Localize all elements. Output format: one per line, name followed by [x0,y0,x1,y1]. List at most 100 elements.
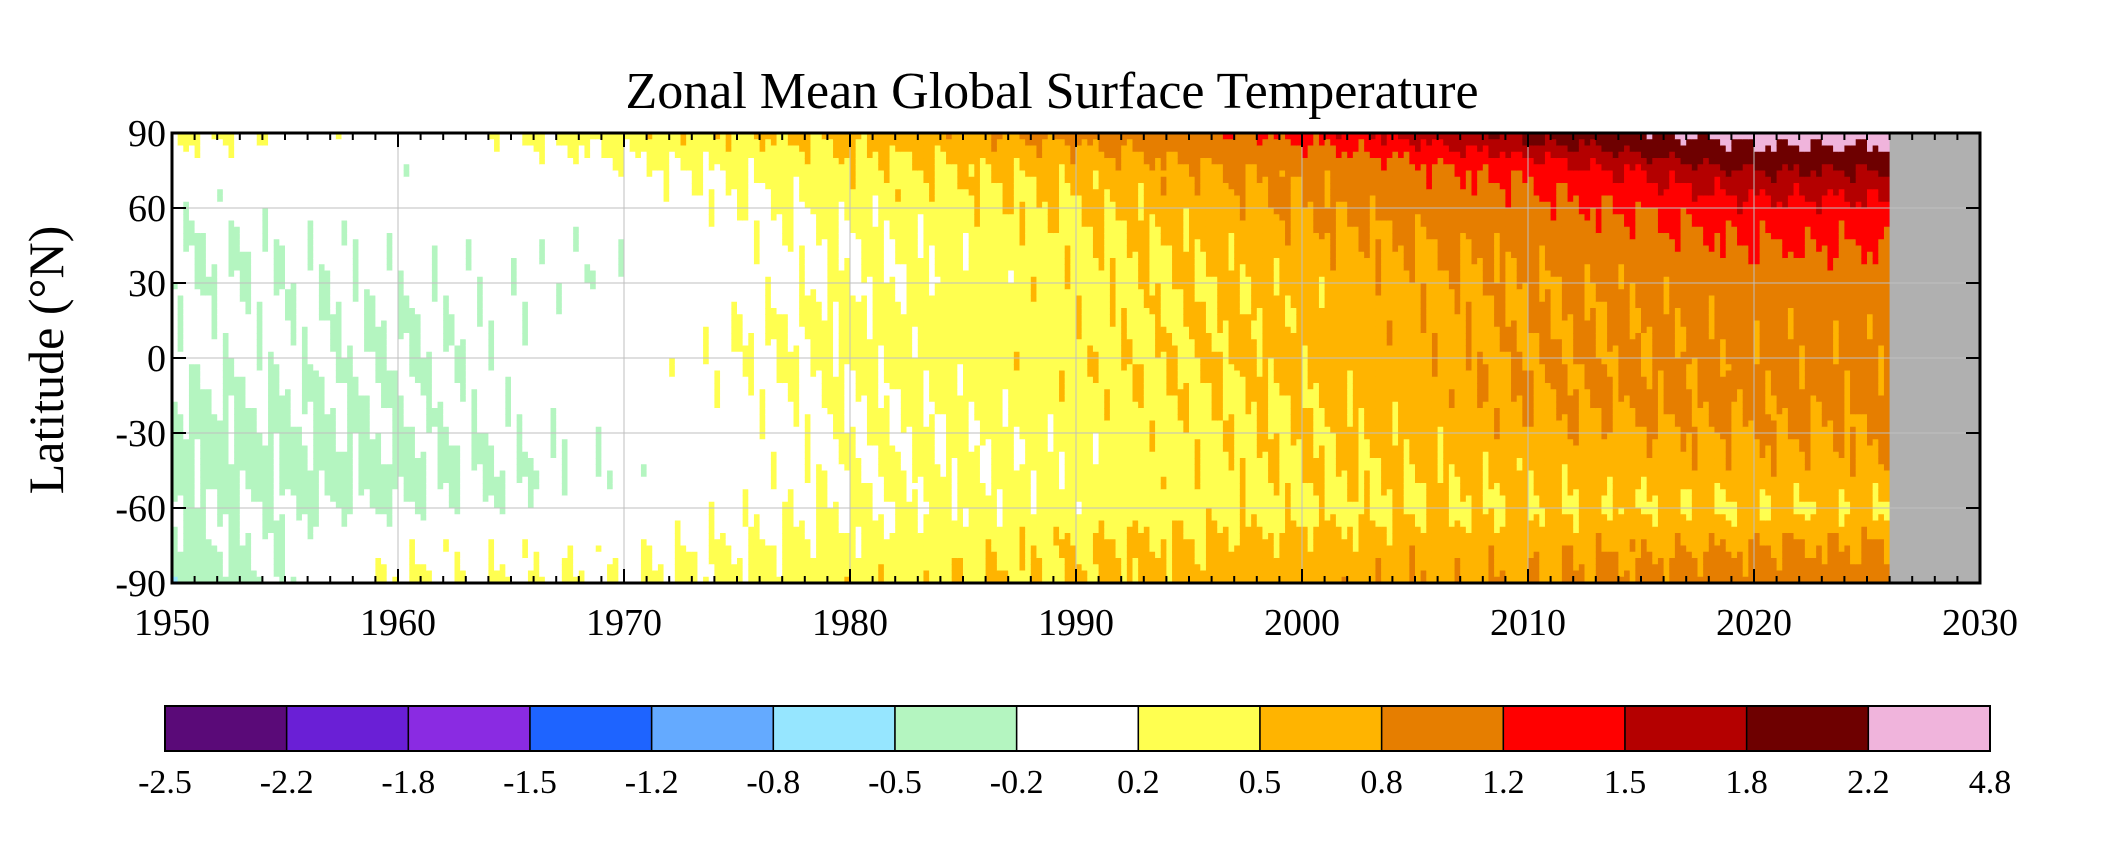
heatmap-cell [398,346,404,353]
heatmap-cell [421,533,427,540]
heatmap-cell [313,371,319,378]
heatmap-cell [178,246,184,253]
heatmap-cell [302,308,308,315]
heatmap-cell [551,402,557,409]
heatmap-cell [562,152,568,159]
heatmap-cell [347,252,353,259]
heatmap-cell [257,239,263,246]
heatmap-cell [415,483,421,490]
heatmap-cell [268,433,274,440]
heatmap-cell [488,208,494,215]
heatmap-cell [409,158,415,165]
heatmap-cell [551,327,557,334]
heatmap-cell [353,239,359,246]
heatmap-cell [370,258,376,265]
heatmap-cell [375,564,381,571]
heatmap-cell [511,402,517,409]
heatmap-cell [291,496,297,503]
heatmap-cell [387,471,393,478]
heatmap-cell [212,296,218,303]
heatmap-cell [206,189,212,196]
heatmap-cell [313,539,319,546]
heatmap-cell [426,458,432,465]
heatmap-cell [279,214,285,221]
heatmap-cell [505,333,511,340]
heatmap-cell [551,314,557,321]
heatmap-cell [229,321,235,328]
heatmap-cell [556,496,562,503]
heatmap-cell [483,433,489,440]
heatmap-cell [488,258,494,265]
heatmap-cell [217,308,223,315]
heatmap-cell [500,489,506,496]
heatmap-cell [539,533,545,540]
heatmap-cell [257,264,263,271]
heatmap-cell [421,496,427,503]
heatmap-cell [471,458,477,465]
heatmap-cell [477,183,483,190]
heatmap-cell [268,483,274,490]
heatmap-cell [500,458,506,465]
heatmap-cell [398,308,404,315]
heatmap-cell [302,396,308,403]
heatmap-cell [291,558,297,565]
heatmap-cell [308,177,314,184]
heatmap-cell [251,139,257,146]
heatmap-cell [556,164,562,171]
heatmap-cell [234,346,240,353]
heatmap-cell [511,227,517,234]
heatmap-cell [477,239,483,246]
heatmap-cell [200,471,206,478]
heatmap-cell [296,152,302,159]
heatmap-cell [415,452,421,459]
heatmap-cell [455,483,461,490]
heatmap-cell [528,371,534,378]
heatmap-cell [483,408,489,415]
heatmap-cell [375,471,381,478]
heatmap-cell [178,414,184,421]
heatmap-cell [443,289,449,296]
heatmap-cell [217,258,223,265]
heatmap-cell [522,396,528,403]
heatmap-cell [296,339,302,346]
heatmap-cell [522,389,528,396]
heatmap-cell [432,208,438,215]
heatmap-cell [455,552,461,559]
heatmap-cell [353,371,359,378]
heatmap-cell [353,177,359,184]
heatmap-cell [353,477,359,484]
heatmap-cell [308,389,314,396]
heatmap-cell [291,458,297,465]
heatmap-cell [432,214,438,221]
heatmap-cell [336,246,342,253]
heatmap-cell [432,289,438,296]
heatmap-cell [358,264,364,271]
heatmap-cell [375,239,381,246]
heatmap-cell [460,414,466,421]
heatmap-cell [257,321,263,328]
heatmap-cell [398,508,404,515]
heatmap-cell [488,346,494,353]
heatmap-cell [421,314,427,321]
heatmap-cell [336,214,342,221]
heatmap-cell [358,252,364,259]
heatmap-cell [477,327,483,334]
heatmap-cell [494,364,500,371]
heatmap-cell [471,421,477,428]
heatmap-cell [206,489,212,496]
heatmap-cell [319,471,325,478]
heatmap-cell [229,446,235,453]
heatmap-cell [330,302,336,309]
heatmap-cell [313,258,319,265]
heatmap-cell [409,377,415,384]
heatmap-cell [342,221,348,228]
heatmap-cell [511,483,517,490]
heatmap-cell [471,527,477,534]
heatmap-cell [364,221,370,228]
heatmap-cell [511,246,517,253]
heatmap-cell [189,164,195,171]
heatmap-cell [313,271,319,278]
heatmap-cell [387,302,393,309]
heatmap-cell [517,514,523,521]
heatmap-cell [505,471,511,478]
